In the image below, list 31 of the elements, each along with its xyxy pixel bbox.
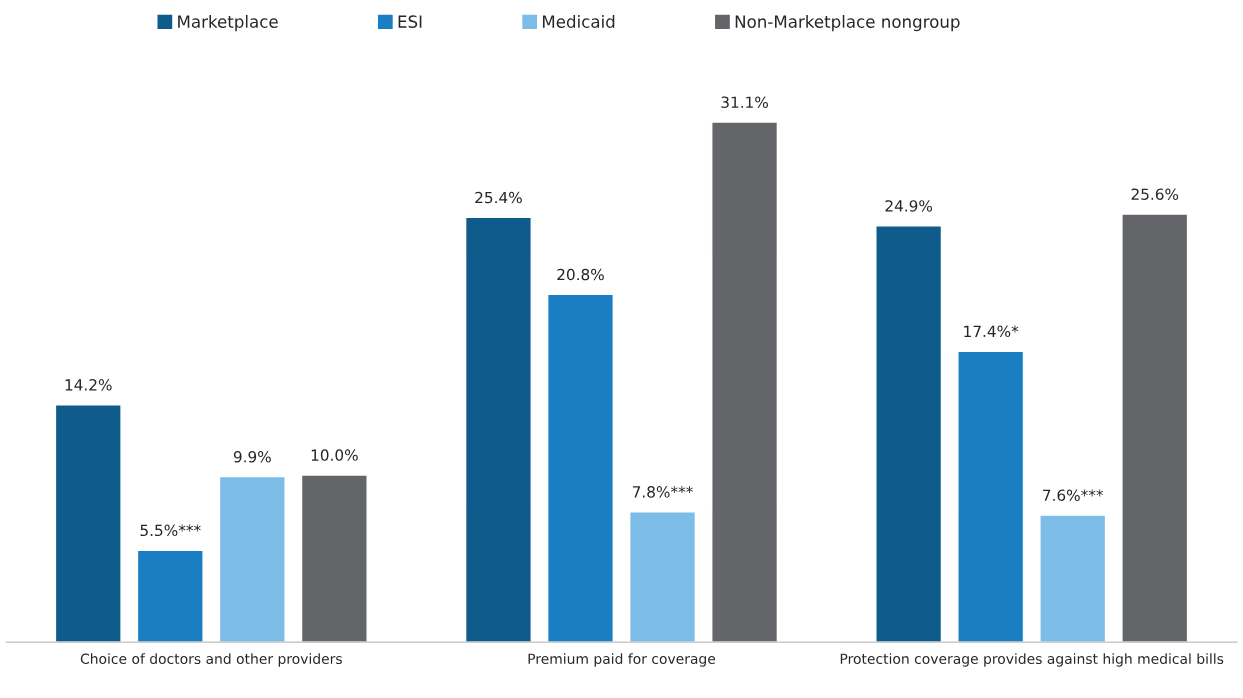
bar (1121, 213, 1189, 643)
legend-label: Marketplace (178, 15, 278, 32)
bar (957, 350, 1025, 643)
data-label: 7.6%*** (1043, 489, 1104, 501)
bar (464, 216, 532, 643)
bar (546, 293, 614, 643)
data-label: 20.8% (557, 268, 604, 281)
bar (136, 549, 204, 643)
x-tick-label: Choice of doctors and other providers (80, 653, 342, 667)
data-label: 17.4%* (964, 325, 1019, 338)
data-label: 5.5%*** (140, 524, 201, 537)
data-label: 7.8%*** (632, 486, 693, 498)
data-label: 9.9% (233, 450, 271, 463)
bar (711, 121, 779, 643)
legend-label: Medicaid (542, 15, 615, 28)
data-label: 31.1% (721, 96, 768, 109)
bar (1039, 514, 1107, 643)
data-label: 25.6% (1131, 188, 1179, 200)
data-label: 10.0% (311, 449, 358, 461)
bar (218, 475, 286, 643)
data-label: 24.9% (885, 200, 933, 212)
bar (629, 511, 697, 643)
legend-label: Non-Marketplace nongroup (735, 15, 960, 32)
x-tick-label: Premium paid for coverage (528, 653, 716, 667)
bar (875, 225, 943, 643)
x-tick-label: Protection coverage provides against high medical bills (840, 653, 1224, 667)
data-label: 14.2% (65, 379, 112, 391)
data-label: 25.4% (475, 191, 522, 204)
legend-label: ESI (398, 15, 422, 28)
bar (54, 404, 122, 643)
bar (300, 474, 368, 643)
